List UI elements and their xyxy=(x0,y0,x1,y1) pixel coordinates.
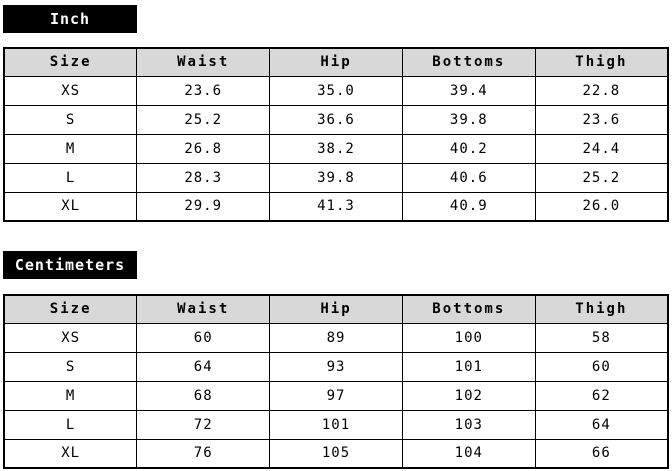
table-cell: 28.3 xyxy=(136,162,271,193)
table-cell: 103 xyxy=(401,409,536,440)
table-cell: 105 xyxy=(269,438,403,469)
table-cell: 68 xyxy=(136,380,271,411)
header-row: Size Waist Hip Bottoms Thigh xyxy=(3,47,669,77)
table-cell: 35.0 xyxy=(269,75,403,106)
table-cell: 40.9 xyxy=(401,191,536,222)
table-row: XL 76 105 104 66 xyxy=(3,438,669,469)
inch-table-header: Size Waist Hip Bottoms Thigh xyxy=(3,47,669,77)
inch-section: Inch Size Waist Hip Bottoms Thigh XS 23.6 35.0… xyxy=(3,5,669,222)
inch-label-badge: Inch xyxy=(3,5,137,33)
centimeters-size-table: Size Waist Hip Bottoms Thigh XS 60 89 100 58 S 64 9… xyxy=(3,294,669,469)
table-cell: 40.6 xyxy=(401,162,536,193)
table-cell: 23.6 xyxy=(534,104,669,135)
table-cell: S xyxy=(3,351,138,382)
table-cell: 62 xyxy=(534,380,669,411)
column-header: Size xyxy=(3,47,138,77)
table-cell: 40.2 xyxy=(401,133,536,164)
column-header: Size xyxy=(3,294,138,324)
table-cell: 101 xyxy=(269,409,403,440)
column-header: Waist xyxy=(136,294,271,324)
table-row: XS 23.6 35.0 39.4 22.8 xyxy=(3,75,669,106)
table-cell: 39.8 xyxy=(269,162,403,193)
table-row: XL 29.9 41.3 40.9 26.0 xyxy=(3,191,669,222)
table-cell: L xyxy=(3,162,138,193)
column-header: Waist xyxy=(136,47,271,77)
table-row: M 68 97 102 62 xyxy=(3,380,669,411)
centimeters-section: Centimeters Size Waist Hip Bottoms Thigh XS 6… xyxy=(3,251,669,469)
inch-size-table: Size Waist Hip Bottoms Thigh XS 23.6 35.0 39.4 2… xyxy=(3,47,669,222)
table-cell: L xyxy=(3,409,138,440)
table-cell: 100 xyxy=(401,322,536,353)
table-cell: 58 xyxy=(534,322,669,353)
centimeters-table-body: XS 60 89 100 58 S 64 93 101 60 M 68 97 102 62 L 72 101 103… xyxy=(3,322,669,469)
header-row: Size Waist Hip Bottoms Thigh xyxy=(3,294,669,324)
column-header: Bottoms xyxy=(401,294,536,324)
table-cell: M xyxy=(3,133,138,164)
table-row: XS 60 89 100 58 xyxy=(3,322,669,353)
table-cell: 24.4 xyxy=(534,133,669,164)
table-cell: S xyxy=(3,104,138,135)
table-cell: 64 xyxy=(534,409,669,440)
table-cell: 36.6 xyxy=(269,104,403,135)
table-cell: XS xyxy=(3,75,138,106)
column-header: Hip xyxy=(269,294,403,324)
table-cell: 41.3 xyxy=(269,191,403,222)
table-cell: 39.4 xyxy=(401,75,536,106)
column-header: Thigh xyxy=(534,294,669,324)
table-cell: 64 xyxy=(136,351,271,382)
table-cell: 60 xyxy=(534,351,669,382)
table-cell: 39.8 xyxy=(401,104,536,135)
table-cell: XL xyxy=(3,438,138,469)
table-cell: 66 xyxy=(534,438,669,469)
table-cell: M xyxy=(3,380,138,411)
column-header: Bottoms xyxy=(401,47,536,77)
table-cell: 29.9 xyxy=(136,191,271,222)
table-cell: 102 xyxy=(401,380,536,411)
column-header: Hip xyxy=(269,47,403,77)
table-cell: XL xyxy=(3,191,138,222)
inch-table-body: XS 23.6 35.0 39.4 22.8 S 25.2 36.6 39.8 23.6 M 26.8… xyxy=(3,75,669,222)
table-cell: 22.8 xyxy=(534,75,669,106)
table-cell: 25.2 xyxy=(136,104,271,135)
table-cell: 93 xyxy=(269,351,403,382)
table-row: M 26.8 38.2 40.2 24.4 xyxy=(3,133,669,164)
table-cell: 23.6 xyxy=(136,75,271,106)
table-cell: 97 xyxy=(269,380,403,411)
table-row: L 28.3 39.8 40.6 25.2 xyxy=(3,162,669,193)
table-cell: 26.8 xyxy=(136,133,271,164)
table-cell: 89 xyxy=(269,322,403,353)
table-cell: 25.2 xyxy=(534,162,669,193)
column-header: Thigh xyxy=(534,47,669,77)
centimeters-label-badge: Centimeters xyxy=(3,251,137,279)
table-cell: 76 xyxy=(136,438,271,469)
table-cell: 38.2 xyxy=(269,133,403,164)
table-row: L 72 101 103 64 xyxy=(3,409,669,440)
table-cell: 101 xyxy=(401,351,536,382)
table-row: S 64 93 101 60 xyxy=(3,351,669,382)
table-cell: 104 xyxy=(401,438,536,469)
table-cell: 72 xyxy=(136,409,271,440)
centimeters-table-header: Size Waist Hip Bottoms Thigh xyxy=(3,294,669,324)
table-cell: XS xyxy=(3,322,138,353)
table-row: S 25.2 36.6 39.8 23.6 xyxy=(3,104,669,135)
table-cell: 26.0 xyxy=(534,191,669,222)
table-cell: 60 xyxy=(136,322,271,353)
